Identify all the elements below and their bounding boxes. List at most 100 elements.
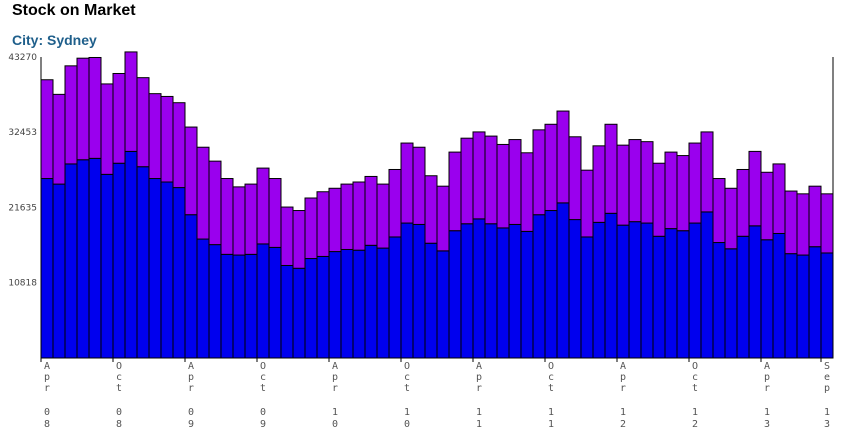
bar-series-0-2 xyxy=(64,163,78,359)
bar-series-1-47 xyxy=(604,123,618,214)
bar-series-0-16 xyxy=(232,254,246,359)
bar-series-0-1 xyxy=(52,183,66,359)
bar-series-1-57 xyxy=(724,187,738,250)
bar-series-1-40 xyxy=(520,152,534,232)
bar-series-0-30 xyxy=(400,222,414,359)
bar-series-0-35 xyxy=(460,223,474,359)
chart-subtitle: City: Sydney xyxy=(12,32,97,48)
bar-series-0-34 xyxy=(448,230,462,359)
bar-series-0-29 xyxy=(388,236,402,359)
bar-series-1-35 xyxy=(460,137,474,225)
bar-series-1-10 xyxy=(160,95,174,183)
bar-series-0-49 xyxy=(628,221,642,359)
bar-series-0-63 xyxy=(796,254,810,359)
bar-series-1-32 xyxy=(424,175,438,244)
bar-series-1-31 xyxy=(412,146,426,225)
bar-series-0-42 xyxy=(544,210,558,359)
bar-series-0-44 xyxy=(568,219,582,359)
bar-series-1-24 xyxy=(328,187,342,253)
bar-series-0-26 xyxy=(352,249,366,359)
bar-series-0-38 xyxy=(496,227,510,359)
bar-series-1-48 xyxy=(616,144,630,226)
bar-series-0-5 xyxy=(100,173,114,359)
y-tick-label-3: 43270 xyxy=(8,53,37,63)
bar-series-1-6 xyxy=(112,72,126,164)
bar-series-1-8 xyxy=(136,77,150,168)
bar-series-0-55 xyxy=(700,211,714,359)
bar-series-1-39 xyxy=(508,139,522,225)
bars-layer xyxy=(40,51,834,359)
bar-series-1-5 xyxy=(100,83,114,175)
bar-series-0-24 xyxy=(328,251,342,359)
bar-series-1-46 xyxy=(592,145,606,223)
bar-series-0-3 xyxy=(76,159,90,359)
bar-series-0-39 xyxy=(508,223,522,359)
bar-series-0-45 xyxy=(580,236,594,359)
bar-series-1-25 xyxy=(340,183,354,250)
bar-series-0-52 xyxy=(664,228,678,359)
bar-series-1-38 xyxy=(496,143,510,229)
bar-series-0-23 xyxy=(316,255,330,359)
bar-series-1-26 xyxy=(352,181,366,251)
bar-series-0-17 xyxy=(244,253,258,359)
bar-series-0-9 xyxy=(148,178,162,359)
bar-series-1-11 xyxy=(172,102,186,189)
bar-series-1-17 xyxy=(244,183,258,255)
bar-series-0-33 xyxy=(436,250,450,359)
bar-series-1-61 xyxy=(772,163,786,234)
y-tick-label-2: 32453 xyxy=(8,128,37,138)
bar-series-0-59 xyxy=(748,225,762,359)
bar-series-1-45 xyxy=(580,169,594,238)
bar-series-0-46 xyxy=(592,221,606,359)
bar-series-1-56 xyxy=(712,178,726,244)
bar-series-1-4 xyxy=(88,56,102,159)
bar-series-0-18 xyxy=(256,243,270,359)
bar-series-0-37 xyxy=(484,223,498,359)
bar-series-1-33 xyxy=(436,185,450,252)
bar-series-1-20 xyxy=(280,206,294,266)
bar-series-0-41 xyxy=(532,214,546,359)
bar-series-1-9 xyxy=(148,93,162,180)
bar-series-1-49 xyxy=(628,139,642,223)
bar-series-0-58 xyxy=(736,235,750,359)
y-tick-label-1: 21635 xyxy=(8,204,37,214)
bar-series-1-52 xyxy=(664,151,678,230)
bar-series-0-48 xyxy=(616,224,630,359)
bar-series-0-28 xyxy=(376,247,390,359)
bar-series-0-43 xyxy=(556,202,570,359)
bar-series-0-25 xyxy=(340,248,354,359)
bar-series-0-62 xyxy=(784,253,798,359)
bar-series-1-0 xyxy=(40,79,54,180)
bar-series-1-2 xyxy=(64,65,78,165)
bar-series-1-44 xyxy=(568,136,582,221)
bar-series-1-34 xyxy=(448,151,462,232)
bar-series-0-61 xyxy=(772,232,786,359)
bar-series-0-21 xyxy=(292,267,306,359)
y-ticks: 10818 21635 32453 43270 xyxy=(8,53,37,289)
bar-series-0-0 xyxy=(40,178,54,359)
bar-series-0-27 xyxy=(364,244,378,359)
bar-series-0-8 xyxy=(136,166,150,359)
bar-series-1-29 xyxy=(388,168,402,238)
bar-series-0-15 xyxy=(220,253,234,359)
bar-series-0-60 xyxy=(760,239,774,359)
bar-series-0-47 xyxy=(604,212,618,359)
bar-series-0-65 xyxy=(820,252,834,359)
bar-series-1-21 xyxy=(292,210,306,269)
bar-series-1-30 xyxy=(400,142,414,224)
bar-series-1-65 xyxy=(820,193,834,254)
bar-series-1-60 xyxy=(760,171,774,241)
bar-series-1-7 xyxy=(124,51,138,152)
bar-series-1-41 xyxy=(532,129,546,216)
bar-series-1-22 xyxy=(304,197,318,260)
